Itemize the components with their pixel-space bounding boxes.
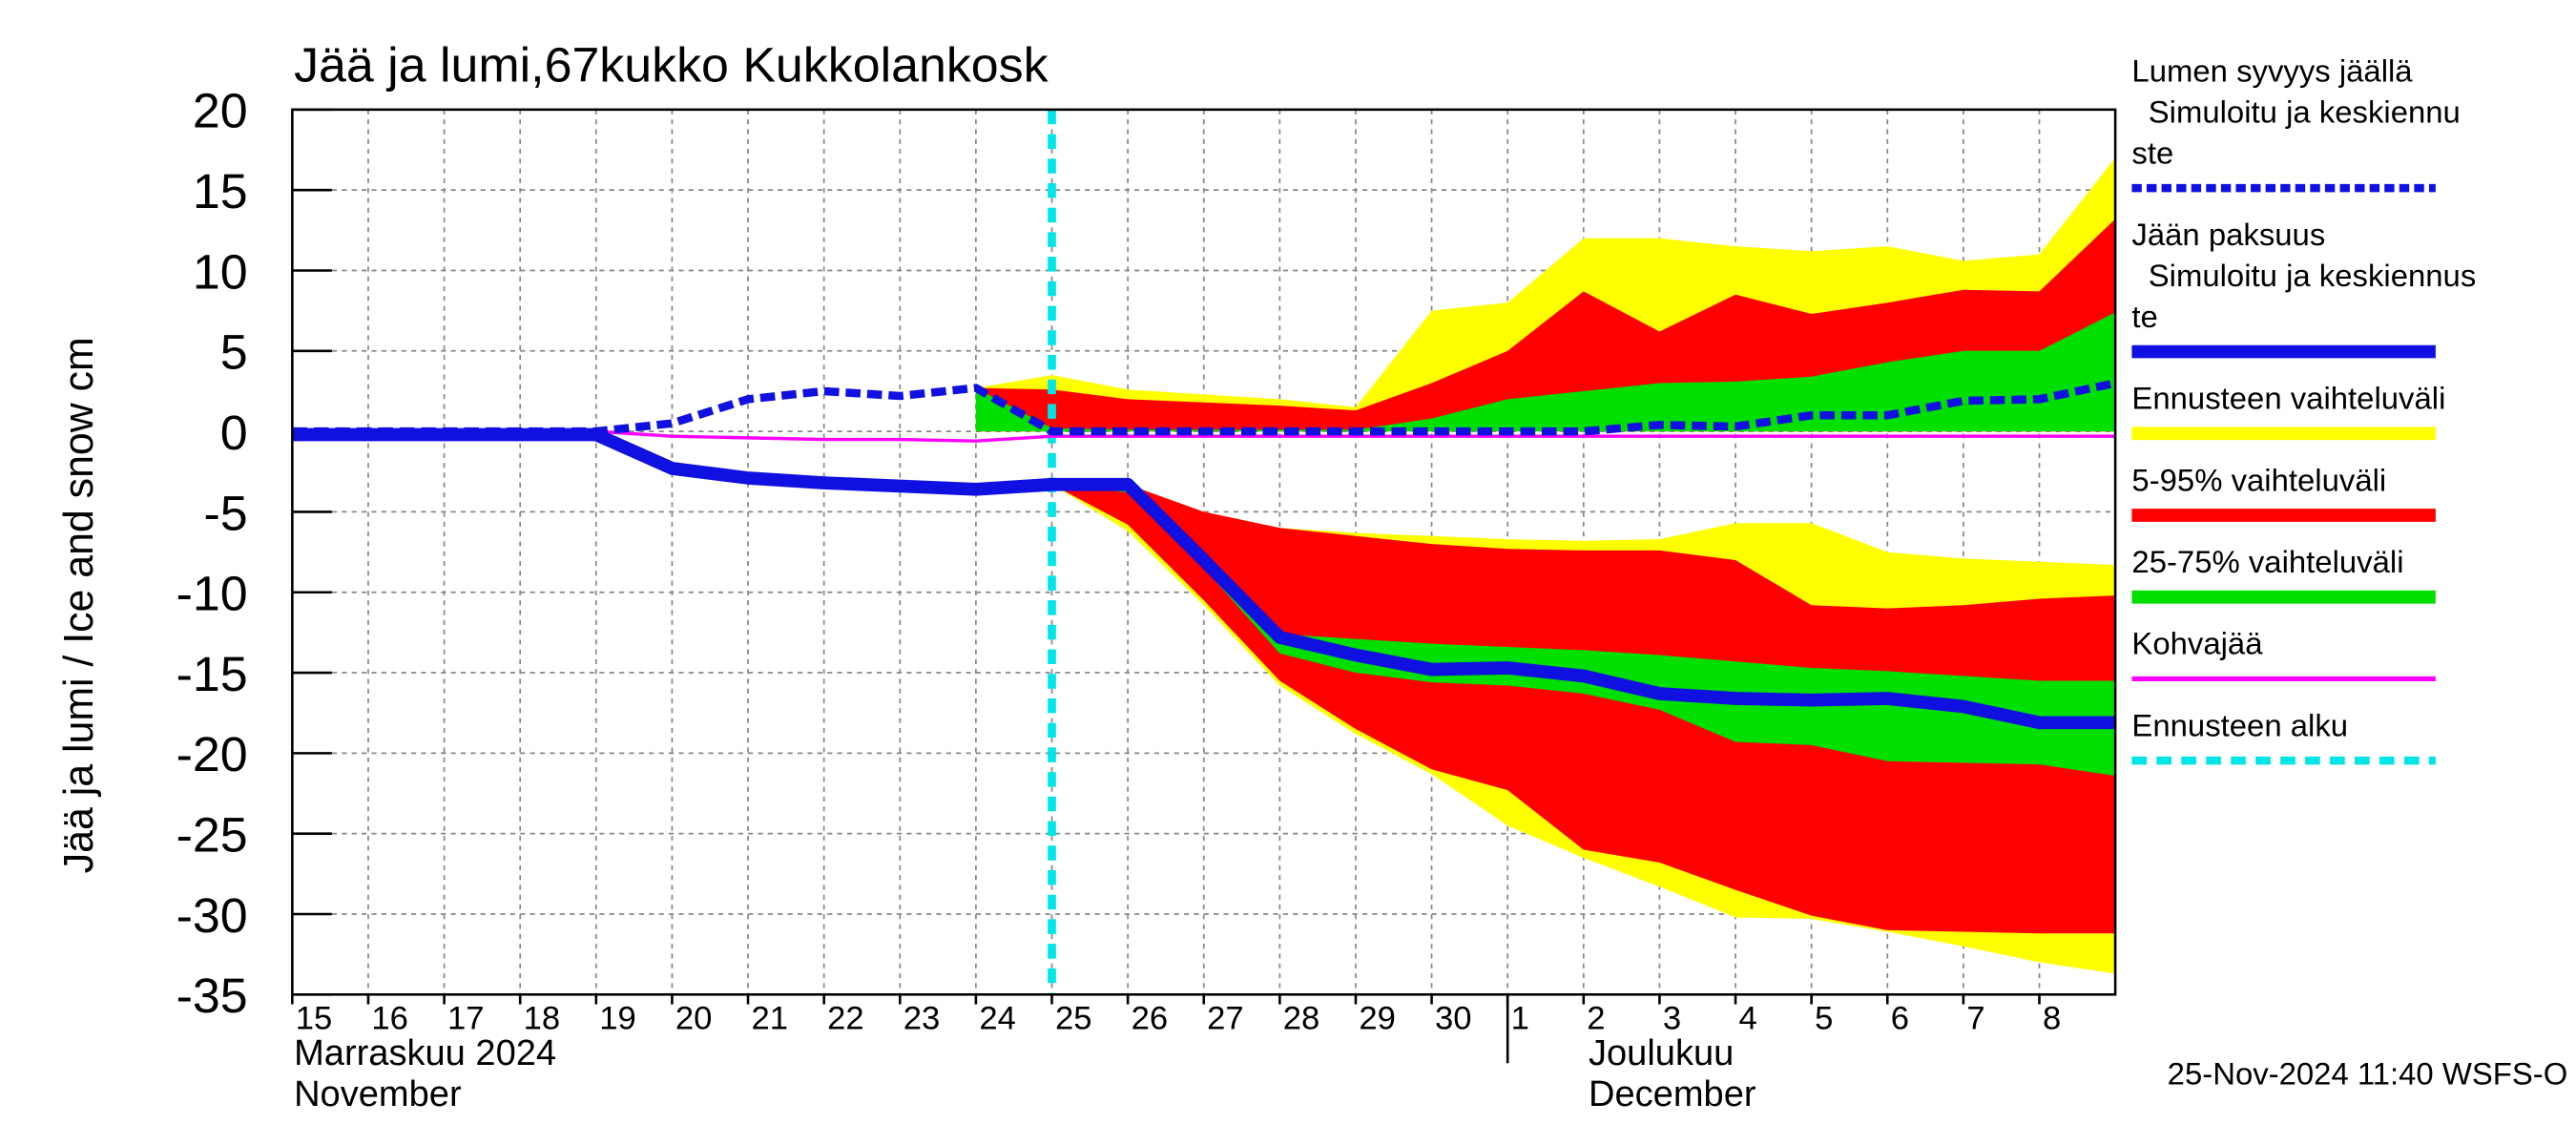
- x-tick-label: 20: [675, 1000, 712, 1036]
- x-tick-label: 15: [296, 1000, 332, 1036]
- x-tick-label: 4: [1739, 1000, 1757, 1036]
- month-label: Joulukuu: [1589, 1033, 1734, 1073]
- x-tick-label: 30: [1435, 1000, 1471, 1036]
- x-tick-label: 23: [904, 1000, 940, 1036]
- y-tick-label: -15: [177, 646, 248, 701]
- x-tick-label: 3: [1663, 1000, 1681, 1036]
- y-tick-label: 5: [220, 324, 248, 380]
- y-tick-label: -30: [177, 887, 248, 943]
- y-axis-label: Jää ja lumi / Ice and snow cm: [56, 337, 102, 873]
- legend-label: 5-95% vaihteluväli: [2131, 462, 2386, 497]
- legend-label: 25-75% vaihteluväli: [2131, 544, 2403, 579]
- legend-label: ste: [2131, 135, 2173, 171]
- legend-label: Jään paksuus: [2131, 217, 2325, 252]
- y-tick-label: 10: [193, 244, 248, 300]
- plot-frame: [291, 108, 2117, 996]
- y-tick-label: 0: [220, 405, 248, 460]
- legend-label: Ennusteen alku: [2131, 708, 2348, 743]
- y-tick-label: 15: [193, 163, 248, 219]
- y-tick-label: -10: [177, 566, 248, 621]
- legend-label: Simuloitu ja keskiennu: [2149, 94, 2461, 130]
- x-tick-label: 1: [1511, 1000, 1529, 1036]
- y-tick-label: -25: [177, 807, 248, 863]
- x-tick-label: 7: [1966, 1000, 1984, 1036]
- x-tick-label: 8: [2043, 1000, 2061, 1036]
- x-tick-label: 28: [1283, 1000, 1319, 1036]
- month-label: Marraskuu 2024: [294, 1033, 556, 1073]
- month-label: December: [1589, 1074, 1756, 1114]
- band-area: [975, 312, 2116, 432]
- x-tick-label: 18: [524, 1000, 560, 1036]
- x-tick-label: 16: [371, 1000, 407, 1036]
- footer: 25-Nov-2024 11:40 WSFS-O: [2168, 1056, 2568, 1092]
- legend-label: Kohvajää: [2131, 626, 2263, 661]
- legend-label: Ennusteen vaihteluväli: [2131, 381, 2445, 416]
- x-tick-label: 5: [1815, 1000, 1833, 1036]
- y-tick-label: 20: [193, 83, 248, 138]
- legend-label: te: [2131, 299, 2157, 334]
- legend-label: Lumen syvyys jäällä: [2131, 53, 2413, 89]
- x-tick-label: 19: [599, 1000, 635, 1036]
- y-tick-label: -20: [177, 726, 248, 781]
- x-tick-label: 6: [1891, 1000, 1909, 1036]
- x-tick-label: 27: [1207, 1000, 1243, 1036]
- x-tick-label: 21: [752, 1000, 788, 1036]
- month-label: November: [294, 1074, 462, 1114]
- y-tick-label: -35: [177, 968, 248, 1023]
- x-tick-label: 26: [1132, 1000, 1168, 1036]
- x-tick-label: 17: [447, 1000, 484, 1036]
- x-tick-label: 25: [1055, 1000, 1091, 1036]
- x-tick-label: 22: [827, 1000, 863, 1036]
- x-tick-label: 29: [1359, 1000, 1395, 1036]
- y-tick-label: -5: [203, 485, 247, 540]
- series-line: [292, 379, 2117, 436]
- band-area: [975, 484, 2116, 934]
- x-tick-label: 24: [979, 1000, 1015, 1036]
- x-tick-label: 2: [1587, 1000, 1605, 1036]
- chart-title: Jää ja lumi,67kukko Kukkolankosk: [294, 37, 1049, 93]
- legend-label: Simuloitu ja keskiennus: [2149, 258, 2477, 293]
